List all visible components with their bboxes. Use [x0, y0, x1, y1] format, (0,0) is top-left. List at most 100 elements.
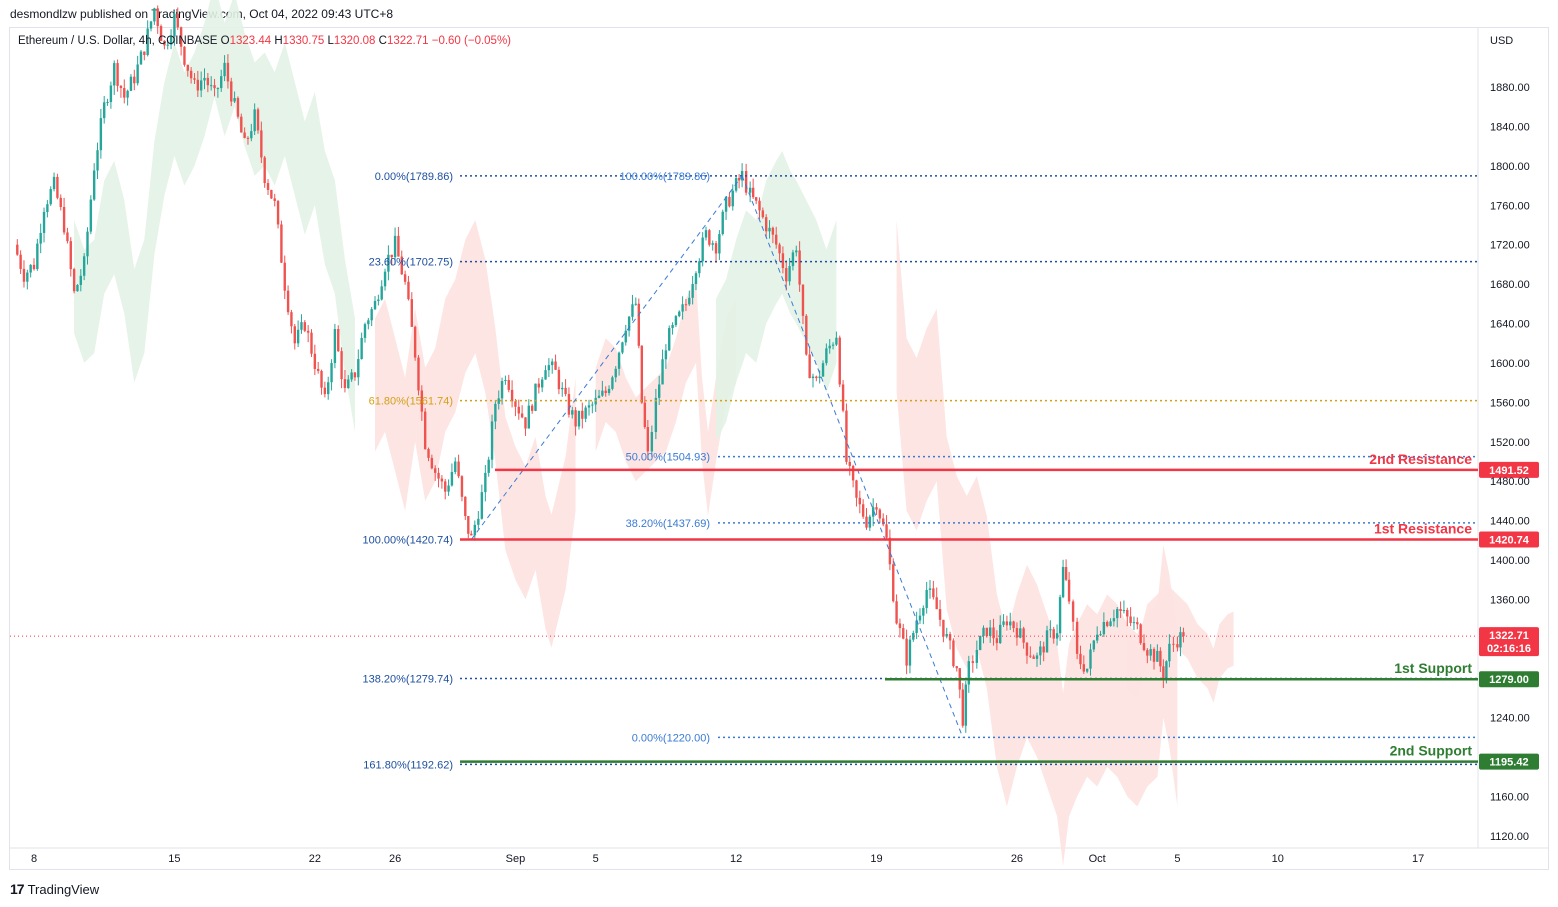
candle-body[interactable]	[1019, 628, 1022, 638]
candle-body[interactable]	[119, 85, 123, 89]
candle-body[interactable]	[387, 254, 390, 272]
candle-body[interactable]	[323, 387, 327, 395]
candle-body[interactable]	[263, 157, 266, 184]
candle-body[interactable]	[985, 627, 989, 636]
candle-body[interactable]	[133, 76, 136, 84]
candle-body[interactable]	[714, 243, 718, 254]
candle-body[interactable]	[129, 76, 133, 91]
candle-body[interactable]	[357, 359, 360, 378]
candle-body[interactable]	[1139, 624, 1142, 644]
candle-body[interactable]	[668, 328, 671, 351]
candle-body[interactable]	[96, 150, 99, 171]
candle-body[interactable]	[514, 401, 517, 407]
candle-body[interactable]	[1129, 616, 1132, 623]
candle-body[interactable]	[892, 564, 895, 602]
candle-body[interactable]	[748, 187, 752, 193]
candle-body[interactable]	[183, 46, 186, 65]
candle-body[interactable]	[704, 230, 708, 238]
candle-body[interactable]	[905, 638, 908, 666]
candle-body[interactable]	[882, 518, 885, 525]
candle-body[interactable]	[517, 406, 520, 414]
candle-body[interactable]	[634, 303, 637, 305]
candle-body[interactable]	[646, 427, 650, 452]
candle-body[interactable]	[510, 389, 514, 402]
candle-body[interactable]	[1035, 655, 1039, 659]
candle-body[interactable]	[643, 402, 647, 428]
candle-body[interactable]	[1092, 640, 1096, 650]
candle-body[interactable]	[500, 381, 504, 399]
candle-body[interactable]	[801, 284, 805, 316]
candle-body[interactable]	[233, 98, 236, 102]
candle-body[interactable]	[1162, 666, 1165, 679]
candle-body[interactable]	[1085, 668, 1089, 672]
candle-body[interactable]	[1149, 649, 1152, 656]
candle-body[interactable]	[898, 623, 902, 629]
candle-body[interactable]	[296, 329, 300, 344]
candle-body[interactable]	[106, 102, 109, 104]
candle-body[interactable]	[935, 597, 938, 610]
candle-body[interactable]	[1049, 629, 1052, 631]
candle-body[interactable]	[865, 516, 868, 528]
candle-body[interactable]	[577, 410, 581, 427]
candle-body[interactable]	[961, 689, 964, 726]
candle-body[interactable]	[113, 63, 116, 86]
candle-body[interactable]	[728, 196, 731, 207]
candle-body[interactable]	[928, 588, 932, 590]
candle-body[interactable]	[1061, 566, 1065, 598]
candle-body[interactable]	[213, 85, 216, 89]
candle-body[interactable]	[1064, 566, 1068, 580]
candle-body[interactable]	[771, 227, 775, 235]
candle-body[interactable]	[1109, 621, 1112, 627]
candle-body[interactable]	[203, 77, 206, 81]
candle-body[interactable]	[841, 384, 845, 411]
candle-body[interactable]	[417, 357, 420, 391]
candle-body[interactable]	[169, 36, 173, 45]
candle-body[interactable]	[524, 417, 527, 429]
candle-body[interactable]	[1089, 649, 1092, 669]
candle-body[interactable]	[591, 404, 594, 406]
candle-body[interactable]	[658, 384, 661, 398]
candle-body[interactable]	[547, 365, 551, 371]
candle-body[interactable]	[1168, 643, 1171, 662]
candle-body[interactable]	[811, 376, 815, 379]
candle-body[interactable]	[209, 85, 213, 87]
candle-body[interactable]	[650, 432, 654, 452]
candle-body[interactable]	[226, 62, 230, 82]
candle-body[interactable]	[1122, 610, 1126, 612]
candle-body[interactable]	[116, 63, 119, 86]
candle-body[interactable]	[1032, 656, 1035, 659]
candle-body[interactable]	[427, 449, 430, 458]
candle-body[interactable]	[761, 210, 765, 218]
candle-body[interactable]	[440, 478, 444, 482]
candle-body[interactable]	[290, 312, 293, 327]
candle-body[interactable]	[831, 344, 835, 346]
candle-body[interactable]	[246, 137, 250, 139]
candle-body[interactable]	[1095, 634, 1099, 641]
candle-body[interactable]	[828, 345, 831, 349]
candle-body[interactable]	[176, 13, 179, 28]
candle-body[interactable]	[196, 79, 200, 91]
candle-body[interactable]	[507, 380, 510, 390]
candle-body[interactable]	[574, 410, 577, 427]
candle-body[interactable]	[1039, 646, 1042, 656]
candle-body[interactable]	[343, 379, 347, 388]
candle-body[interactable]	[768, 227, 771, 232]
candle-body[interactable]	[46, 204, 49, 212]
candle-body[interactable]	[56, 176, 59, 198]
candle-body[interactable]	[126, 90, 129, 98]
candle-body[interactable]	[584, 407, 587, 419]
candle-body[interactable]	[1152, 649, 1156, 662]
candle-body[interactable]	[69, 241, 72, 270]
candle-body[interactable]	[581, 410, 584, 419]
candle-body[interactable]	[571, 410, 574, 415]
candle-body[interactable]	[340, 351, 343, 380]
candle-body[interactable]	[410, 299, 413, 327]
candle-body[interactable]	[143, 51, 146, 56]
candle-body[interactable]	[530, 405, 534, 411]
candle-body[interactable]	[373, 300, 377, 310]
candle-body[interactable]	[397, 235, 400, 257]
candle-body[interactable]	[260, 130, 263, 158]
candle-body[interactable]	[764, 217, 768, 232]
candle-body[interactable]	[731, 190, 734, 207]
candle-body[interactable]	[1025, 642, 1029, 656]
